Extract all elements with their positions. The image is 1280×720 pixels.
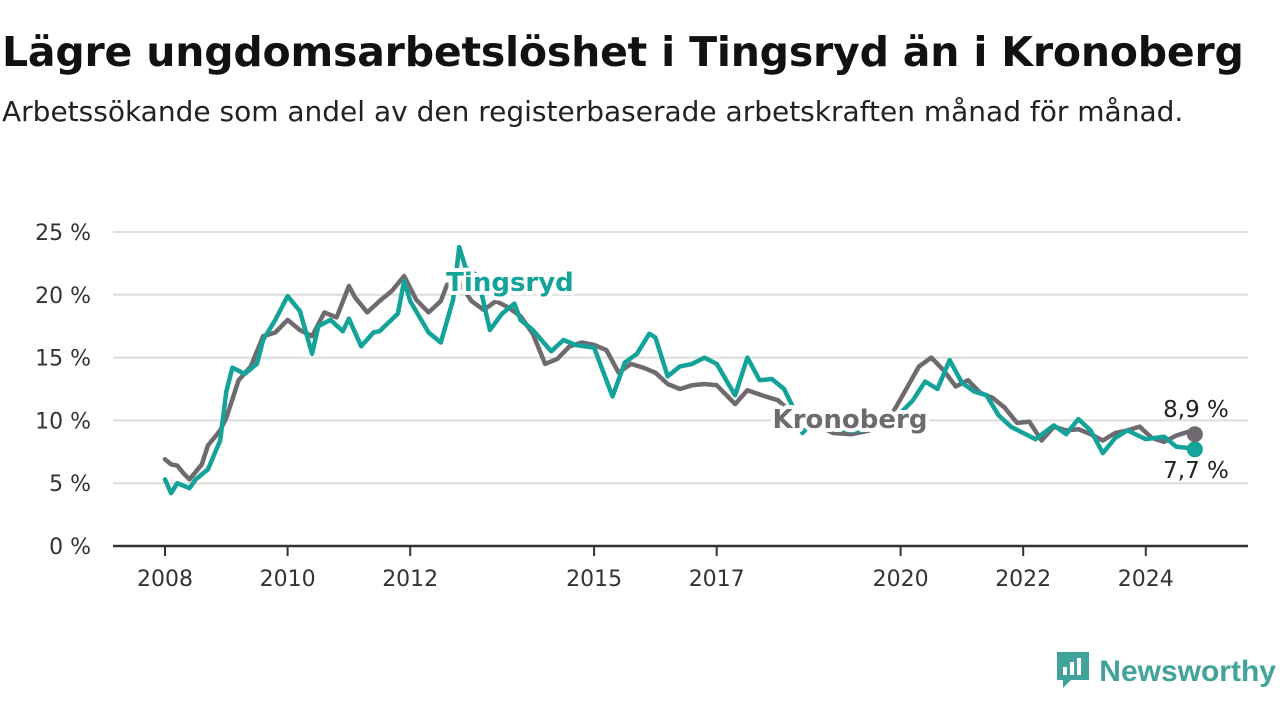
chart-title: Lägre ungdomsarbetslöshet i Tingsryd än … bbox=[2, 28, 1244, 76]
y-tick-label: 25 % bbox=[35, 221, 91, 246]
end-label-tingsryd: 7,7 % bbox=[1163, 458, 1229, 484]
y-tick-label: 15 % bbox=[35, 347, 91, 372]
y-tick-label: 0 % bbox=[49, 535, 91, 560]
x-tick-label: 2017 bbox=[689, 567, 745, 592]
end-point-tingsryd bbox=[1186, 441, 1203, 458]
x-tick-label: 2022 bbox=[995, 567, 1051, 592]
newsworthy-logo: Newsworthy bbox=[1055, 650, 1276, 694]
newsworthy-chart-icon bbox=[1055, 650, 1091, 694]
brand-name: Newsworthy bbox=[1099, 655, 1276, 688]
x-tick-label: 2024 bbox=[1118, 567, 1174, 592]
gridlines bbox=[113, 231, 1248, 485]
series-labels: Tingsryd Kronoberg 8,9 % 7,7 % bbox=[442, 264, 1229, 484]
line-chart: 0 %5 %10 %15 %20 %25 % 2008 2010 2012 2015 2… bbox=[35, 221, 1248, 592]
y-tick-label: 20 % bbox=[35, 284, 91, 309]
x-tick-label: 2020 bbox=[873, 567, 929, 592]
y-tick-label: 5 % bbox=[49, 472, 91, 497]
end-points bbox=[1186, 426, 1203, 458]
series-label-kronoberg: Kronoberg bbox=[773, 405, 928, 435]
x-axis: 2008 2010 2012 2015 2017 2020 2022 2024 bbox=[113, 544, 1248, 592]
series-line-tingsryd bbox=[162, 244, 1198, 496]
series-label-tingsryd: Tingsryd bbox=[446, 268, 574, 298]
y-axis-tick-labels: 0 % 5 % 10 % 15 % 20 % 25 % bbox=[35, 221, 91, 560]
x-tick-label: 2012 bbox=[382, 567, 438, 592]
series-line-kronoberg bbox=[162, 273, 1198, 482]
y-tick-label: 10 % bbox=[35, 409, 91, 434]
end-point-kronoberg bbox=[1186, 426, 1203, 443]
x-tick-label: 2008 bbox=[137, 567, 193, 592]
x-tick-label: 2015 bbox=[566, 567, 622, 592]
series-lines bbox=[162, 244, 1198, 496]
x-tick-label: 2010 bbox=[260, 567, 316, 592]
chart-subtitle: Arbetssökande som andel av den registerb… bbox=[2, 95, 1184, 128]
end-label-kronoberg: 8,9 % bbox=[1163, 397, 1229, 423]
